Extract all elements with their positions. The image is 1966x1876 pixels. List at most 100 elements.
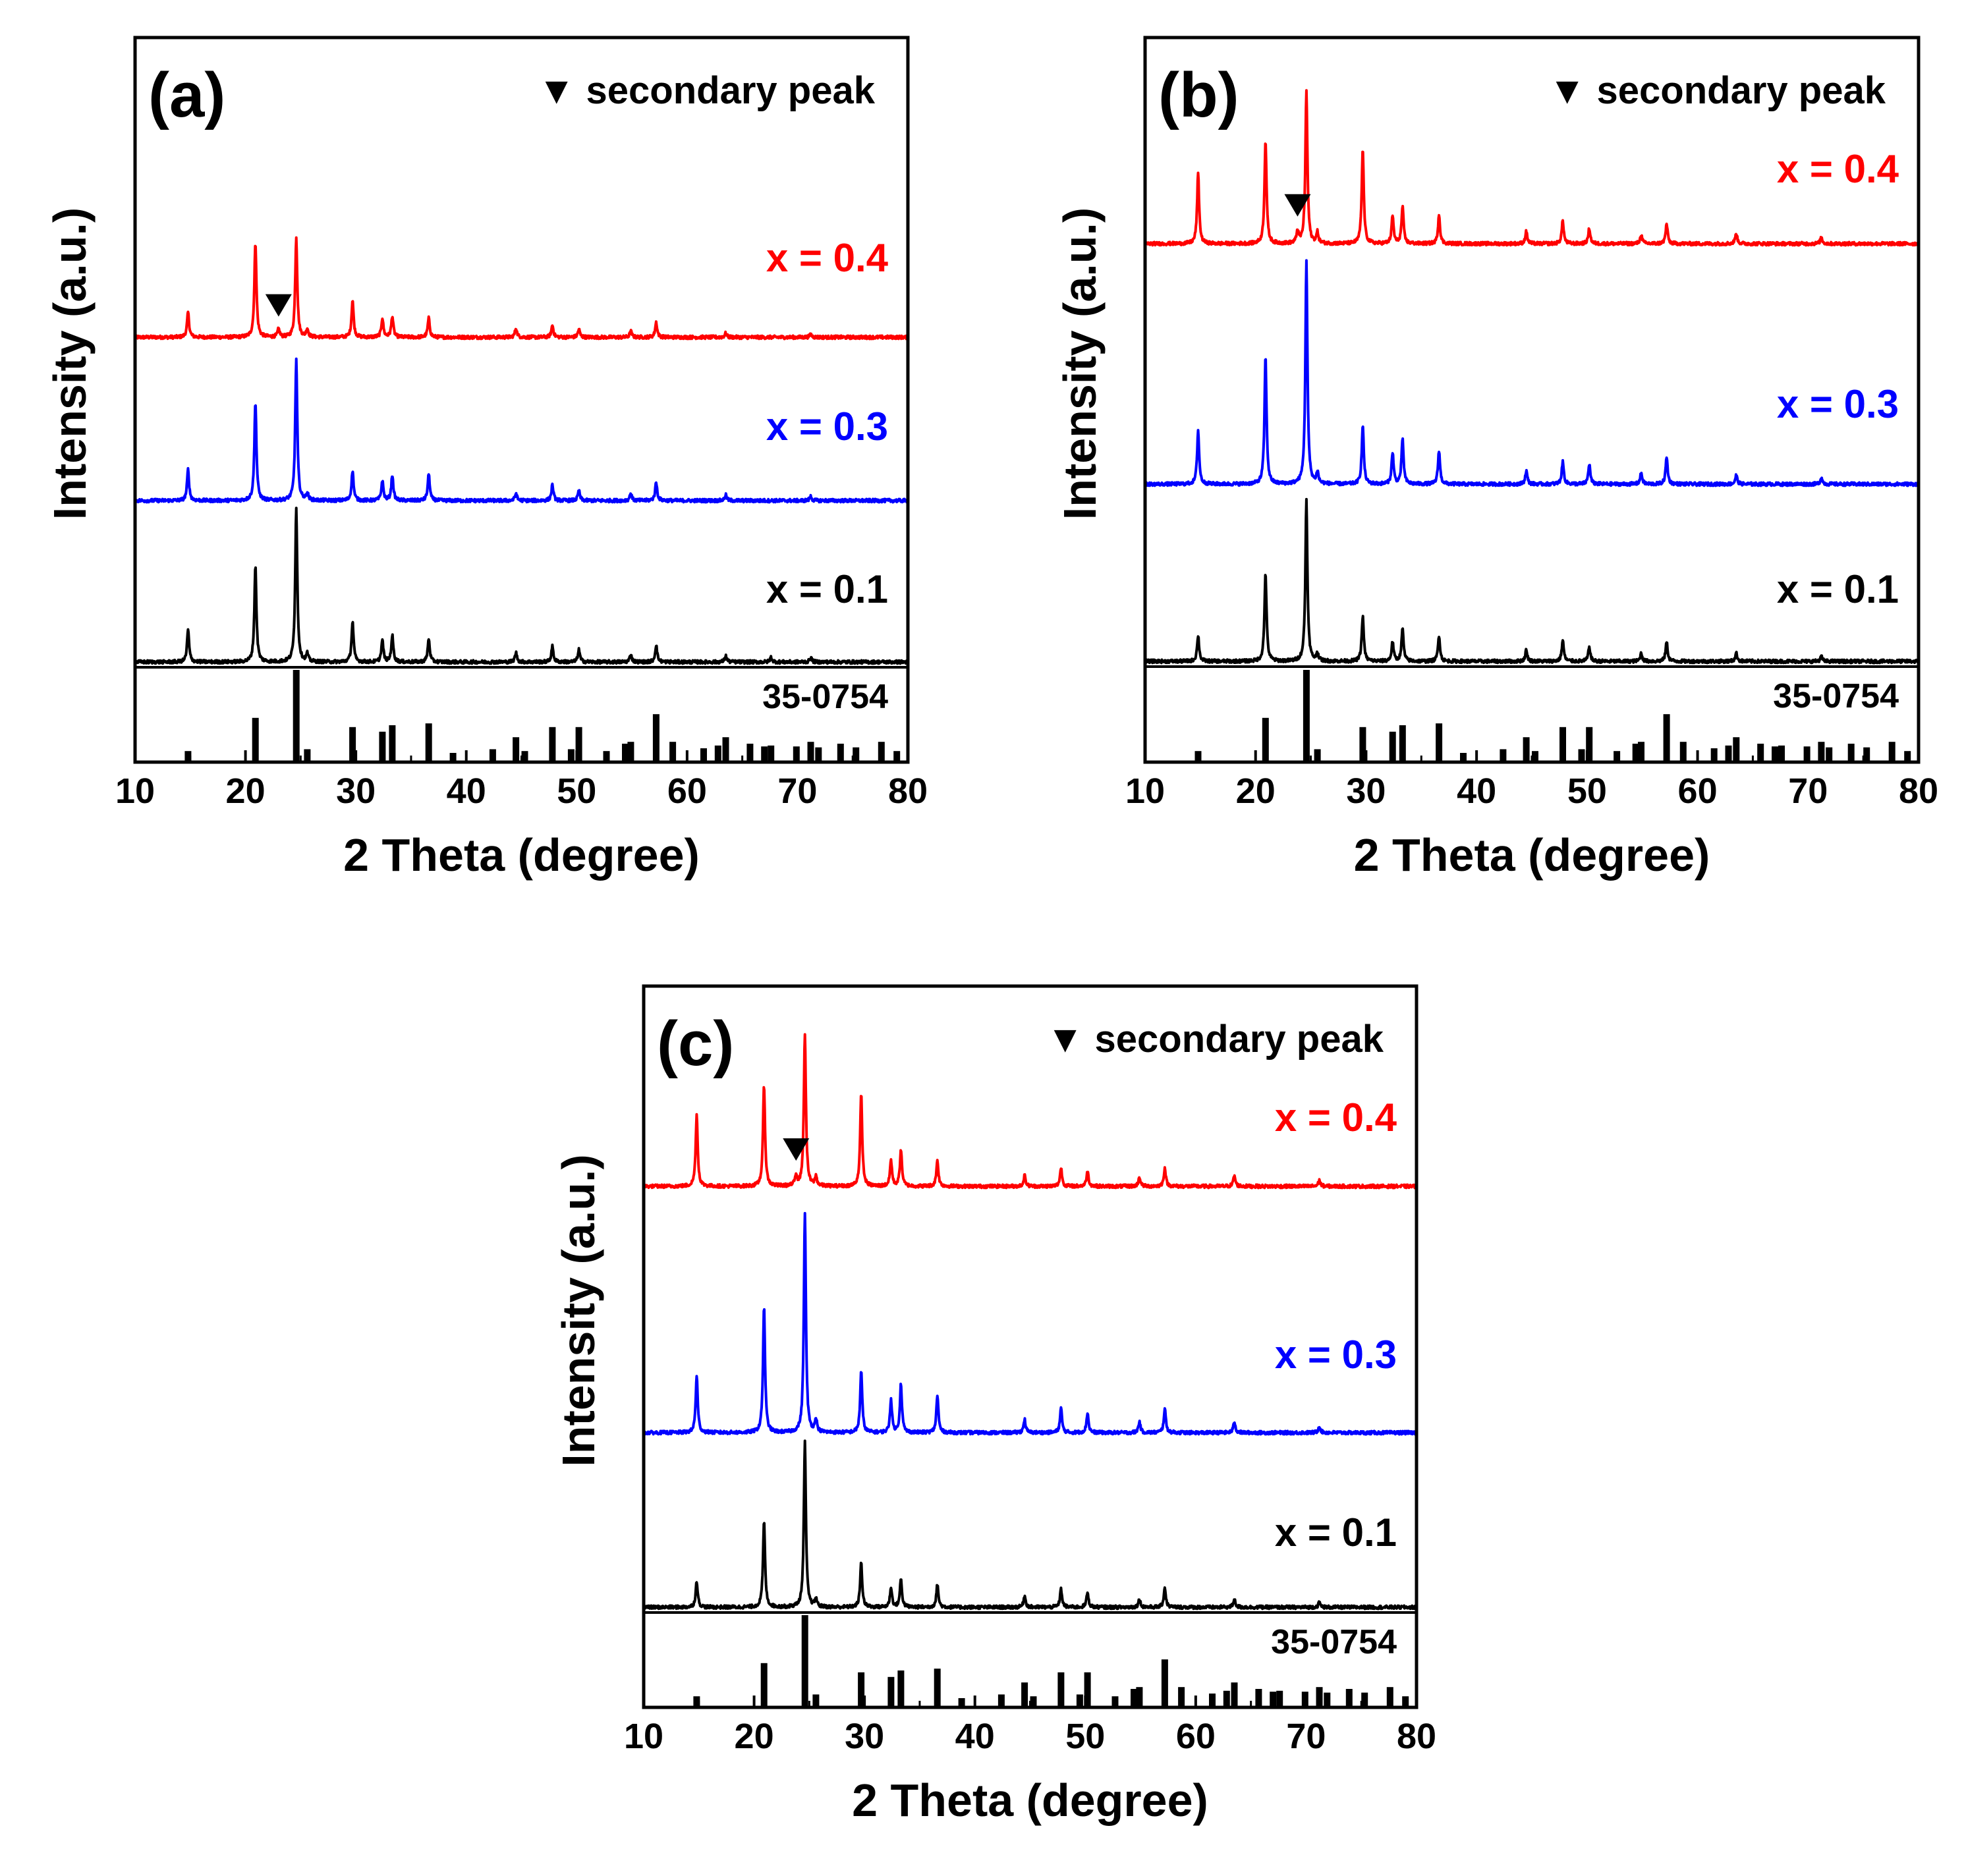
reference-stick: [812, 1694, 820, 1707]
reference-stick: [815, 747, 822, 762]
reference-stick: [1111, 1696, 1119, 1707]
reference-stick: [489, 749, 496, 762]
reference-stick: [1904, 751, 1911, 762]
reference-stick: [549, 727, 556, 762]
x-tick-label: 40: [1457, 771, 1496, 811]
reference-label: 35-0754: [762, 678, 888, 716]
reference-stick: [893, 751, 901, 762]
series-label: x = 0.3: [766, 404, 888, 449]
panel-a: x = 0.4 x = 0.3 x = 0.1 35-0754 10 20 30 40 50 60…: [44, 36, 928, 881]
reference-stick: [575, 727, 582, 762]
reference-stick: [1638, 742, 1644, 762]
x-tick-label: 40: [955, 1717, 995, 1756]
series-label: x = 0.3: [1275, 1333, 1397, 1377]
panel-label: (c): [657, 1008, 734, 1079]
reference-stick: [513, 737, 520, 762]
legend-secondary-peak: ▼ secondary peak: [1548, 69, 1886, 112]
reference-stick: [887, 1676, 895, 1707]
reference-stick: [1194, 751, 1202, 762]
reference-stick: [1314, 749, 1321, 762]
reference-stick: [349, 727, 356, 762]
reference-stick: [293, 670, 300, 762]
reference-stick: [853, 747, 860, 762]
reference-stick: [958, 1698, 965, 1707]
reference-stick: [1262, 717, 1269, 762]
reference-stick: [1402, 1696, 1409, 1707]
reference-stick: [1888, 742, 1896, 762]
reference-stick: [1460, 753, 1467, 762]
secondary-peak-marker: [265, 294, 292, 317]
x-tick-label: 20: [735, 1717, 774, 1756]
series-trace-01: [134, 507, 909, 665]
reference-stick: [521, 751, 528, 762]
reference-stick: [567, 749, 575, 762]
reference-stick: [878, 742, 885, 762]
reference-stick: [652, 714, 660, 762]
reference-stick: [1021, 1682, 1028, 1707]
reference-stick: [714, 745, 721, 762]
reference-stick: [603, 751, 610, 762]
x-axis-title: 2 Theta (degree): [852, 1775, 1208, 1826]
reference-stick: [746, 744, 754, 762]
reference-stick: [768, 745, 775, 762]
y-axis-title: Intensity (a.u.): [1054, 207, 1106, 520]
x-tick-label: 50: [1065, 1717, 1105, 1756]
series-trace-03: [134, 357, 909, 504]
series-trace-03: [642, 1211, 1418, 1436]
series-trace-04: [642, 1033, 1418, 1190]
x-tick-label: 60: [667, 771, 707, 811]
reference-stick: [1361, 1692, 1368, 1707]
reference-stick: [1710, 748, 1718, 762]
reference-stick: [1532, 751, 1538, 762]
x-tick-label: 70: [1788, 771, 1828, 811]
x-tick-label: 20: [1236, 771, 1276, 811]
reference-stick: [1733, 737, 1740, 762]
reference-stick: [669, 742, 677, 762]
series-label: x = 0.1: [1777, 567, 1899, 611]
reference-stick: [1586, 727, 1593, 762]
secondary-peak-marker: [783, 1138, 810, 1161]
reference-stick: [1389, 731, 1396, 762]
reference-stick: [1276, 1690, 1283, 1707]
x-tick-label: 10: [624, 1717, 663, 1756]
reference-stick: [1614, 751, 1621, 762]
series-label: x = 0.1: [766, 567, 888, 611]
reference-stick: [1223, 1690, 1230, 1707]
reference-stick: [1578, 749, 1585, 762]
reference-stick: [1523, 737, 1530, 762]
reference-stick: [722, 737, 729, 762]
reference-stick: [1679, 742, 1687, 762]
reference-stick: [1847, 744, 1855, 762]
reference-stick: [1772, 746, 1778, 762]
reference-stick: [997, 1694, 1005, 1707]
reference-stick: [1303, 670, 1310, 762]
reference-stick: [1161, 1659, 1168, 1707]
reference-stick: [1209, 1694, 1216, 1707]
panel-label: (a): [148, 60, 225, 130]
reference-stick: [1131, 1689, 1137, 1707]
reference-stick: [1231, 1682, 1238, 1707]
reference-stick: [622, 744, 629, 762]
x-tick-label: 80: [1397, 1717, 1436, 1756]
x-tick-label: 30: [845, 1717, 884, 1756]
reference-stick: [807, 742, 814, 762]
reference-stick: [1076, 1694, 1083, 1707]
x-tick-label: 60: [1176, 1717, 1216, 1756]
x-tick-label: 30: [1346, 771, 1386, 811]
panel-b: x = 0.4 x = 0.3 x = 0.1 35-0754 10 20 30 40 50 60…: [1054, 36, 1938, 881]
series-trace-03: [1144, 259, 1920, 487]
panel-label: (b): [1158, 60, 1239, 130]
x-tick-label: 10: [1125, 771, 1165, 811]
reference-stick: [700, 748, 707, 762]
series-label: x = 0.4: [1777, 147, 1899, 191]
reference-stick: [1725, 745, 1732, 762]
series-label: x = 0.1: [1275, 1510, 1397, 1555]
reference-stick: [1826, 747, 1833, 762]
series-trace-04: [134, 236, 909, 341]
reference-stick: [934, 1669, 941, 1707]
secondary-peak-marker: [1284, 194, 1311, 217]
reference-stick: [1436, 723, 1443, 762]
series-label: x = 0.4: [766, 236, 889, 280]
x-tick-label: 60: [1678, 771, 1718, 811]
